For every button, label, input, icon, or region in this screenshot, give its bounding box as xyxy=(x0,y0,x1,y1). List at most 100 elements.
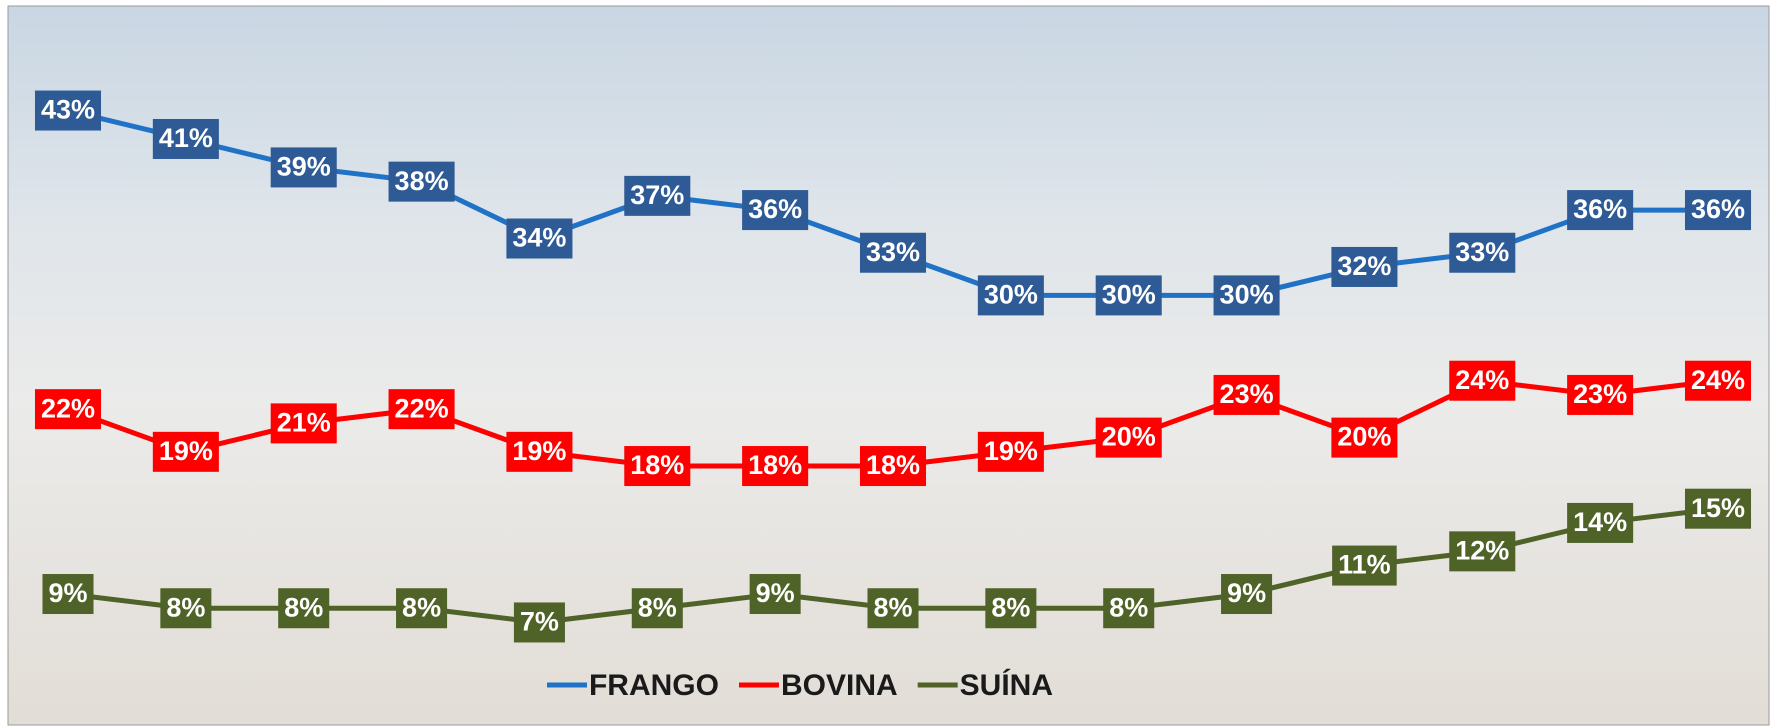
data-label-text: 18% xyxy=(748,450,802,480)
data-label: 22% xyxy=(388,389,455,430)
label-box xyxy=(749,574,801,615)
data-label-text: 37% xyxy=(630,180,684,210)
data-label-text: 11% xyxy=(1338,550,1391,580)
label-box xyxy=(859,446,927,487)
data-label: 9% xyxy=(749,574,801,615)
data-label: 34% xyxy=(506,218,573,259)
data-label: 8% xyxy=(1103,588,1155,629)
label-box xyxy=(1103,588,1155,629)
data-label: 23% xyxy=(1567,374,1634,415)
data-label-text: 23% xyxy=(1573,379,1627,409)
label-box xyxy=(1684,488,1752,529)
label-box xyxy=(34,90,102,131)
data-label: 8% xyxy=(396,588,448,629)
data-label-text: 15% xyxy=(1691,493,1745,523)
data-label-text: 38% xyxy=(395,166,449,196)
legend: FRANGO BOVINA SUÍNA xyxy=(546,668,1053,702)
data-label: 7% xyxy=(513,602,565,643)
label-box xyxy=(742,446,809,487)
data-label-text: 9% xyxy=(1227,578,1266,608)
data-label: 37% xyxy=(624,175,691,216)
legend-label: BOVINA xyxy=(781,669,898,702)
data-label: 19% xyxy=(506,431,573,472)
data-label-text: 19% xyxy=(159,436,213,466)
label-box xyxy=(396,588,448,629)
data-label-text: 8% xyxy=(873,592,912,622)
data-label-text: 32% xyxy=(1337,251,1391,281)
data-label-text: 30% xyxy=(1220,280,1274,310)
data-label: 33% xyxy=(1449,232,1516,273)
data-label-text: 22% xyxy=(395,393,449,423)
label-box xyxy=(985,588,1037,629)
data-label-text: 9% xyxy=(756,578,795,608)
label-box xyxy=(152,431,219,472)
data-label-text: 9% xyxy=(48,578,87,608)
data-label: 19% xyxy=(977,431,1044,472)
data-label-text: 8% xyxy=(166,592,205,622)
data-label: 15% xyxy=(1684,488,1752,529)
data-label: 22% xyxy=(34,389,102,430)
label-box xyxy=(1213,275,1280,316)
data-label-text: 19% xyxy=(512,436,566,466)
data-label-text: 36% xyxy=(1691,194,1745,224)
label-box xyxy=(506,431,573,472)
data-label: 43% xyxy=(34,90,102,131)
data-label-text: 21% xyxy=(277,408,331,438)
data-label: 30% xyxy=(1213,275,1280,316)
label-box xyxy=(388,161,455,202)
data-label: 41% xyxy=(152,118,219,159)
label-box xyxy=(42,574,94,615)
data-label-text: 24% xyxy=(1691,365,1745,395)
data-label-text: 20% xyxy=(1337,422,1391,452)
data-label-text: 33% xyxy=(1455,237,1509,267)
data-label-text: 8% xyxy=(1109,592,1148,622)
label-box xyxy=(160,588,212,629)
label-box xyxy=(1567,374,1634,415)
data-label: 32% xyxy=(1331,246,1398,287)
label-box xyxy=(1331,417,1398,458)
data-label-text: 8% xyxy=(638,592,677,622)
data-label: 36% xyxy=(742,190,809,231)
data-label: 8% xyxy=(867,588,919,629)
data-label-text: 30% xyxy=(984,280,1038,310)
label-box xyxy=(270,147,337,188)
label-box xyxy=(1449,232,1516,273)
label-box xyxy=(278,588,330,629)
data-label-text: 41% xyxy=(159,123,213,153)
label-box xyxy=(977,431,1044,472)
data-label: 21% xyxy=(270,403,337,444)
data-label-text: 14% xyxy=(1573,507,1627,537)
data-label: 33% xyxy=(859,232,927,273)
label-box xyxy=(742,190,809,231)
label-box xyxy=(859,232,927,273)
label-box xyxy=(270,403,337,444)
label-box xyxy=(977,275,1044,316)
data-label-text: 33% xyxy=(866,237,920,267)
label-box xyxy=(152,118,219,159)
label-box xyxy=(1684,190,1752,231)
data-label-text: 8% xyxy=(402,592,441,622)
data-label: 8% xyxy=(160,588,212,629)
data-label: 30% xyxy=(1095,275,1162,316)
label-box xyxy=(513,602,565,643)
data-label: 12% xyxy=(1449,531,1516,572)
data-label: 11% xyxy=(1332,545,1397,586)
data-label-text: 36% xyxy=(1573,194,1627,224)
data-label: 19% xyxy=(152,431,219,472)
data-label-text: 18% xyxy=(866,450,920,480)
label-box xyxy=(1095,417,1162,458)
label-box xyxy=(1449,360,1516,401)
data-label: 36% xyxy=(1684,190,1752,231)
label-box xyxy=(1331,246,1398,287)
data-label-text: 36% xyxy=(748,194,802,224)
legend-label: SUÍNA xyxy=(960,668,1053,702)
data-label: 9% xyxy=(42,574,94,615)
data-label-text: 8% xyxy=(991,592,1030,622)
label-box xyxy=(1684,360,1752,401)
data-label: 30% xyxy=(977,275,1044,316)
data-label-text: 12% xyxy=(1455,535,1509,565)
data-label-text: 43% xyxy=(41,95,95,125)
data-label: 18% xyxy=(624,446,691,487)
label-box xyxy=(1213,374,1280,415)
data-label: 9% xyxy=(1221,574,1273,615)
